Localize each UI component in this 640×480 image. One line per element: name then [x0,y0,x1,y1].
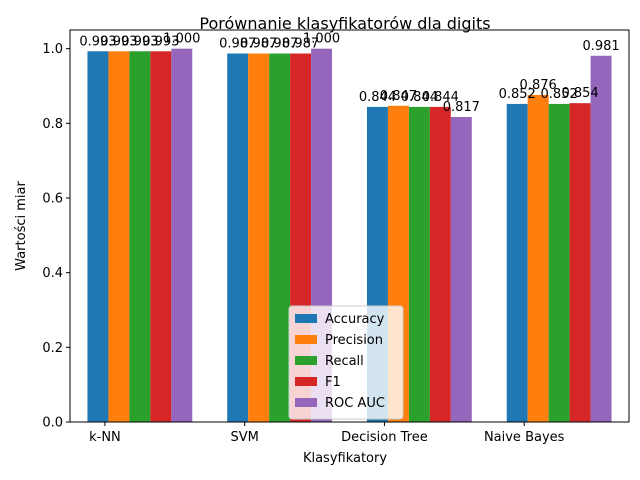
data-label-accuracy-k-nn: 0.993 [79,34,116,49]
data-label-recall-naive-bayes: 0.852 [541,87,578,102]
bar-recall-decision-tree [408,106,430,422]
bar-precision-naive-bayes [527,94,549,423]
data-label-f1-svm: 0.987 [282,37,319,52]
data-labels-group: 0.993 0.987 0.844 0.852 0.993 0.987 0.847 0.876… [79,32,619,115]
x-tick-label: SVM [231,430,259,445]
y-tick-label: 0.2 [42,341,63,356]
bar-recall-svm [269,53,291,423]
y-axis: 0.0 0.2 0.4 0.6 0.8 1.0 [42,42,70,431]
data-label-roc-auc-decision-tree: 0.817 [443,100,480,115]
plot-area-frame [69,29,630,423]
legend-label: F1 [325,375,341,390]
data-label-f1-naive-bayes: 0.854 [561,86,598,101]
y-axis-label: Wartości miar [14,181,29,271]
y-tick-label: 0.0 [42,416,63,431]
x-tick-label: Naive Bayes [484,430,565,445]
bar-recall-k-nn [129,51,151,422]
data-label-recall-k-nn: 0.993 [121,34,158,49]
legend-swatch [295,356,317,365]
legend-label: Accuracy [325,312,385,327]
bar-precision-k-nn [108,51,130,422]
bar-precision-svm [248,53,270,423]
data-label-f1-decision-tree: 0.844 [422,90,459,105]
bar-roc-auc-decision-tree [450,116,472,422]
data-label-recall-svm: 0.987 [261,37,298,52]
bar-accuracy-svm [227,53,249,423]
bar-recall-naive-bayes [548,103,570,423]
bar-f1-naive-bayes [569,103,591,422]
legend-swatch [295,377,317,386]
y-tick-label: 0.8 [42,117,63,132]
legend-label: Recall [325,354,364,369]
data-label-accuracy-svm: 0.987 [219,37,256,52]
legend-swatch [295,335,317,344]
data-label-roc-auc-k-nn: 1.000 [163,32,200,47]
bar-roc-auc-naive-bayes [590,55,612,422]
x-axis-label: Klasyfikatory [303,451,387,466]
data-label-precision-k-nn: 0.993 [100,34,137,49]
data-label-roc-auc-svm: 1.000 [303,32,340,47]
bar-accuracy-naive-bayes [506,103,528,423]
legend-swatch [295,398,317,407]
x-axis: k-NN SVM Decision Tree Naive Bayes [89,422,565,445]
data-label-roc-auc-naive-bayes: 0.981 [582,39,619,54]
bar-f1-k-nn [150,51,172,422]
data-label-accuracy-naive-bayes: 0.852 [499,87,536,102]
legend: Accuracy Precision Recall F1 ROC AUC [288,305,404,420]
data-label-f1-k-nn: 0.993 [142,34,179,49]
x-tick-label: Decision Tree [341,430,428,445]
data-label-precision-naive-bayes: 0.876 [520,78,557,93]
legend-frame [288,305,404,420]
legend-label: Precision [325,333,383,348]
chart-title: Porównanie klasyfikatorów dla digits [199,14,490,33]
bar-roc-auc-k-nn [171,48,193,423]
legend-swatch [295,314,317,323]
y-tick-label: 0.6 [42,192,63,207]
data-label-precision-decision-tree: 0.847 [380,89,417,104]
y-tick-label: 1.0 [42,42,63,57]
data-label-precision-svm: 0.987 [240,37,277,52]
data-label-recall-decision-tree: 0.844 [401,90,438,105]
x-tick-label: k-NN [89,430,121,445]
y-tick-label: 0.4 [42,266,63,281]
legend-label: ROC AUC [325,396,385,411]
data-label-accuracy-decision-tree: 0.844 [359,90,396,105]
bar-accuracy-k-nn [87,51,109,422]
bar-f1-decision-tree [429,106,451,422]
